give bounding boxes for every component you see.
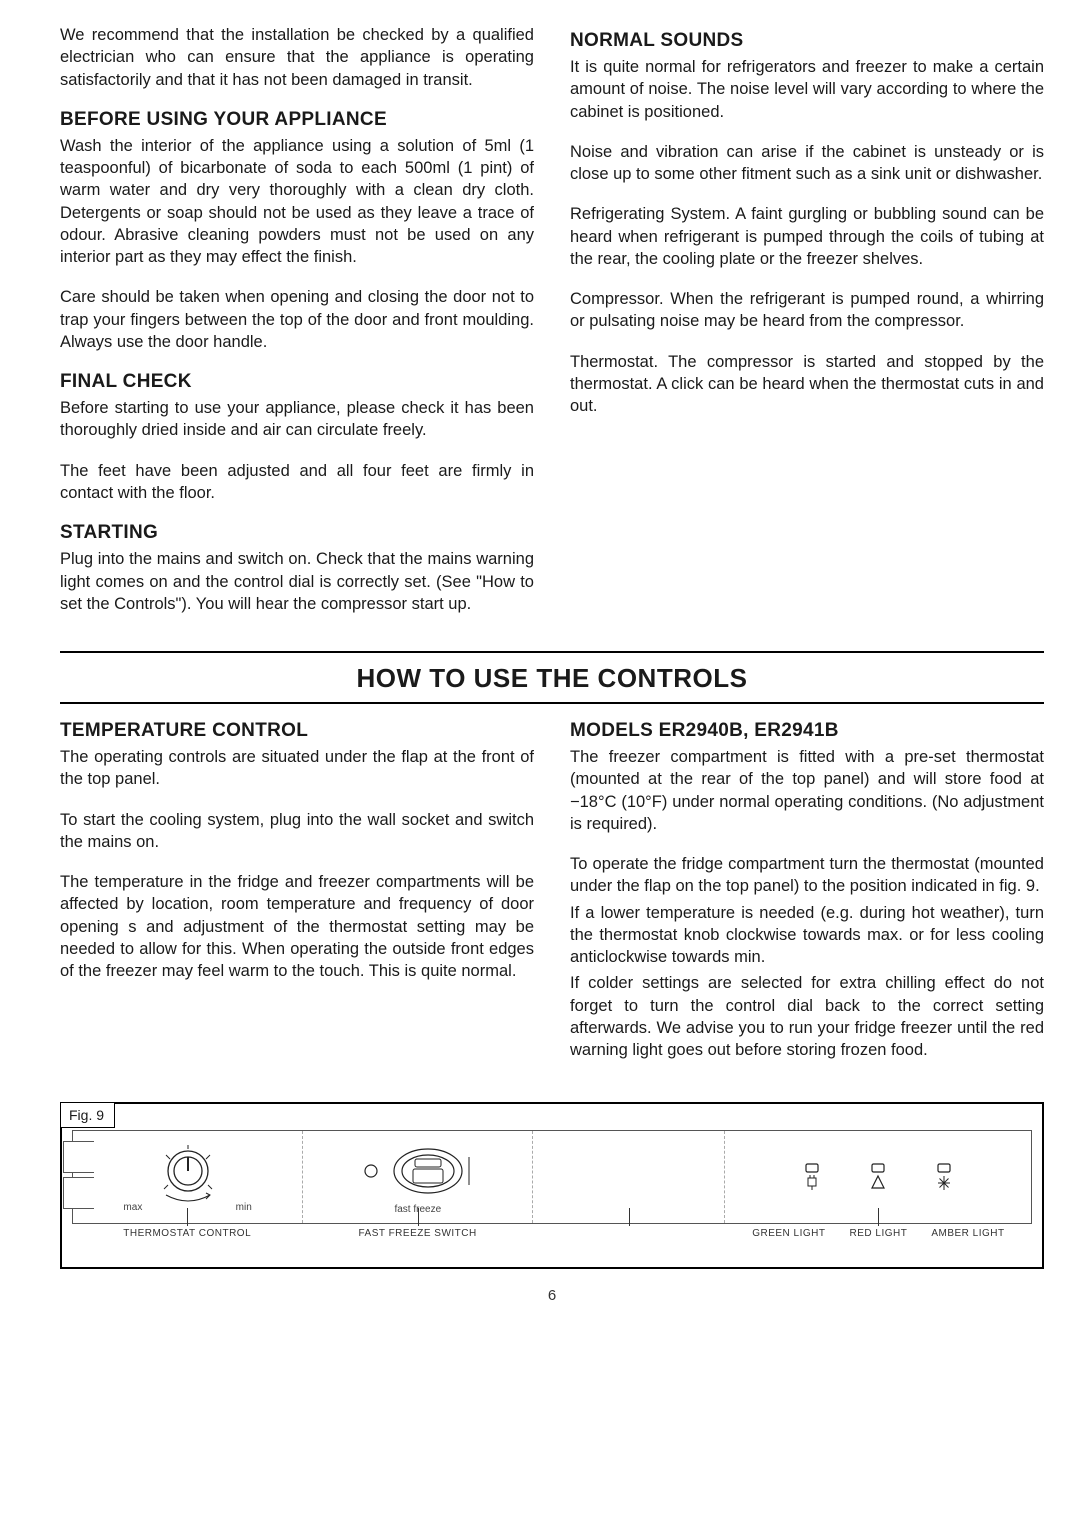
- bottom-left-column: TEMPERATURE CONTROL The operating contro…: [60, 714, 534, 1079]
- top-right-column: NORMAL SOUNDS It is quite normal for ref…: [570, 24, 1044, 633]
- bottom-right-column: MODELS ER2940B, ER2941B The freezer comp…: [570, 714, 1044, 1079]
- starting-p1: Plug into the mains and switch on. Check…: [60, 548, 534, 615]
- heading-before-using: BEFORE USING YOUR APPLIANCE: [60, 109, 534, 131]
- models-p1: The freezer compartment is fitted with a…: [570, 746, 1044, 835]
- thermostat-max-label: max: [123, 1202, 142, 1213]
- callout-red-light: RED LIGHT: [849, 1228, 907, 1239]
- green-light-icon: [803, 1162, 821, 1192]
- heading-models: MODELS ER2940B, ER2941B: [570, 720, 1044, 742]
- bottom-columns: TEMPERATURE CONTROL The operating contro…: [60, 714, 1044, 1079]
- callout-amber-light: AMBER LIGHT: [931, 1228, 1004, 1239]
- red-light-icon: [869, 1162, 887, 1192]
- models-p2: To operate the fridge compartment turn t…: [570, 853, 1044, 898]
- heading-temperature-control: TEMPERATURE CONTROL: [60, 720, 534, 742]
- models-p4: If colder settings are selected for extr…: [570, 972, 1044, 1061]
- green-light: [803, 1162, 821, 1192]
- top-left-column: We recommend that the installation be ch…: [60, 24, 534, 633]
- normal-sounds-p2: Noise and vibration can arise if the cab…: [570, 141, 1044, 186]
- control-panel: max min fast freeze: [72, 1130, 1032, 1224]
- final-check-p2: The feet have been adjusted and all four…: [60, 460, 534, 505]
- callout-thermostat: THERMOSTAT CONTROL: [72, 1228, 302, 1239]
- temp-control-p1: The operating controls are situated unde…: [60, 746, 534, 791]
- page-number: 6: [60, 1287, 1044, 1304]
- thermostat-min-label: min: [236, 1202, 252, 1213]
- section-title-controls: HOW TO USE THE CONTROLS: [60, 659, 1044, 698]
- callout-fastfreeze: FAST FREEZE SWITCH: [302, 1228, 532, 1239]
- models-p3: If a lower temperature is needed (e.g. d…: [570, 902, 1044, 969]
- figure-label: Fig. 9: [61, 1103, 115, 1128]
- heading-normal-sounds: NORMAL SOUNDS: [570, 30, 1044, 52]
- temp-control-p3: The temperature in the fridge and freeze…: [60, 871, 534, 982]
- before-using-p1: Wash the interior of the appliance using…: [60, 135, 534, 269]
- normal-sounds-p3: Refrigerating System. A faint gurgling o…: [570, 203, 1044, 270]
- manual-page: We recommend that the installation be ch…: [0, 0, 1080, 1522]
- callout-row: THERMOSTAT CONTROL FAST FREEZE SWITCH GR…: [72, 1228, 1032, 1239]
- normal-sounds-p1: It is quite normal for refrigerators and…: [570, 56, 1044, 123]
- thermostat-dial-icon: [128, 1137, 248, 1217]
- red-light: [869, 1162, 887, 1192]
- top-columns: We recommend that the installation be ch…: [60, 24, 1044, 633]
- before-using-p2: Care should be taken when opening and cl…: [60, 286, 534, 353]
- normal-sounds-p4: Compressor. When the refrigerant is pump…: [570, 288, 1044, 333]
- amber-light-icon: [935, 1162, 953, 1192]
- section-rule-top: [60, 651, 1044, 653]
- callout-spacer: [533, 1228, 725, 1239]
- section-rule-bottom: [60, 702, 1044, 704]
- temp-control-p2: To start the cooling system, plug into t…: [60, 809, 534, 854]
- amber-light: [935, 1162, 953, 1192]
- intro-paragraph: We recommend that the installation be ch…: [60, 24, 534, 91]
- figure-9: Fig. 9: [60, 1102, 1044, 1269]
- callout-green-light: GREEN LIGHT: [752, 1228, 825, 1239]
- final-check-p1: Before starting to use your appliance, p…: [60, 397, 534, 442]
- heading-starting: STARTING: [60, 522, 534, 544]
- normal-sounds-p5: Thermostat. The compressor is started an…: [570, 351, 1044, 418]
- heading-final-check: FINAL CHECK: [60, 371, 534, 393]
